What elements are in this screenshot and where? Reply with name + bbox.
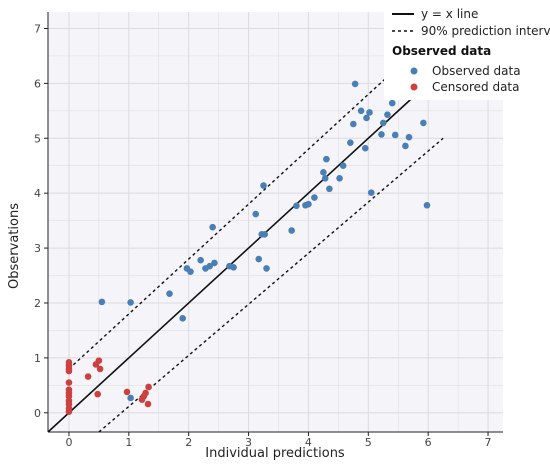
x-tick-label: 2 <box>185 436 192 449</box>
y-tick-label: 4 <box>34 187 41 200</box>
x-tick-label: 1 <box>125 436 132 449</box>
x-tick-label: 4 <box>305 436 312 449</box>
censored-point <box>65 367 73 375</box>
legend-swatch-observed <box>410 67 418 75</box>
legend-label-yx: y = x line <box>421 7 478 21</box>
observed-point <box>351 80 359 88</box>
y-tick-label: 2 <box>34 297 41 310</box>
observed-point <box>98 298 106 306</box>
observed-point <box>420 119 427 127</box>
observed-point <box>127 394 134 402</box>
y-tick-label: 7 <box>34 22 41 35</box>
observed-point <box>336 175 343 182</box>
reference-lines <box>47 77 444 433</box>
observed-point <box>391 131 399 139</box>
censored-point <box>95 357 103 364</box>
legend-swatch-censored <box>410 83 418 91</box>
observed-point <box>209 223 216 231</box>
censored-point <box>123 388 131 396</box>
observed-point <box>166 290 173 297</box>
censored-point <box>144 400 152 408</box>
legend-background <box>384 2 550 100</box>
y-tick-label: 5 <box>34 132 41 145</box>
observed-point <box>384 111 391 118</box>
observed-point <box>206 262 213 270</box>
legend-label-censored: Censored data <box>432 80 519 94</box>
x-tick-label: 7 <box>485 436 492 449</box>
observed-point <box>293 202 300 210</box>
censored-point <box>96 365 104 373</box>
data-points <box>65 80 431 415</box>
observed-point <box>366 109 373 116</box>
observed-point <box>402 142 409 150</box>
observed-point <box>388 99 396 107</box>
legend: y = x line 90% prediction interv Observe… <box>384 2 550 100</box>
censored-point <box>142 389 149 397</box>
x-tick-label: 6 <box>425 436 432 449</box>
y-tick-label: 1 <box>34 352 41 365</box>
observed-point <box>379 119 387 127</box>
observed-point <box>326 185 333 193</box>
observed-point <box>305 200 312 208</box>
observed-point <box>288 227 295 234</box>
legend-title: Observed data <box>392 44 491 58</box>
observed-point <box>367 189 375 196</box>
x-axis-label: Individual predictions <box>205 446 345 461</box>
observed-point <box>323 155 330 163</box>
observed-point <box>230 263 237 271</box>
observed-point <box>423 201 431 209</box>
observed-point <box>263 265 270 272</box>
observed-point <box>260 182 267 189</box>
y-tick-label: 6 <box>34 77 41 90</box>
observed-point <box>350 120 357 128</box>
censored-point <box>65 379 73 386</box>
censored-point <box>94 390 101 398</box>
observed-point <box>211 259 218 267</box>
observed-point <box>339 162 347 170</box>
x-tick-label: 0 <box>65 436 72 449</box>
x-tick-label: 3 <box>245 436 252 449</box>
observed-point <box>320 169 327 176</box>
observed-point <box>311 194 318 201</box>
observed-point <box>255 255 263 263</box>
x-tick-label: 5 <box>365 436 372 449</box>
censored-point <box>145 383 152 391</box>
observed-point <box>187 268 194 275</box>
identity-line <box>47 93 417 433</box>
tick-labels: 0 1 2 3 4 5 6 7 0 1 2 3 4 5 6 7 <box>34 22 492 449</box>
observed-point <box>357 107 365 115</box>
y-axis-label: Observations <box>7 203 22 289</box>
y-tick-label: 0 <box>34 407 41 420</box>
observed-point <box>405 133 413 141</box>
observed-point <box>378 131 385 138</box>
observed-point <box>347 139 354 146</box>
censored-point <box>84 373 92 380</box>
observed-point <box>321 175 329 182</box>
observed-point <box>127 299 134 306</box>
observed-point <box>261 231 269 238</box>
legend-label-interval: 90% prediction interv <box>421 24 550 38</box>
observed-point <box>252 210 260 218</box>
observed-point <box>179 315 187 322</box>
y-tick-label: 3 <box>34 242 41 255</box>
observed-point <box>363 114 370 122</box>
observed-point <box>362 144 369 152</box>
observed-point <box>197 256 204 264</box>
axes <box>47 12 503 433</box>
legend-label-observed: Observed data <box>432 64 521 78</box>
censored-point <box>65 408 73 415</box>
